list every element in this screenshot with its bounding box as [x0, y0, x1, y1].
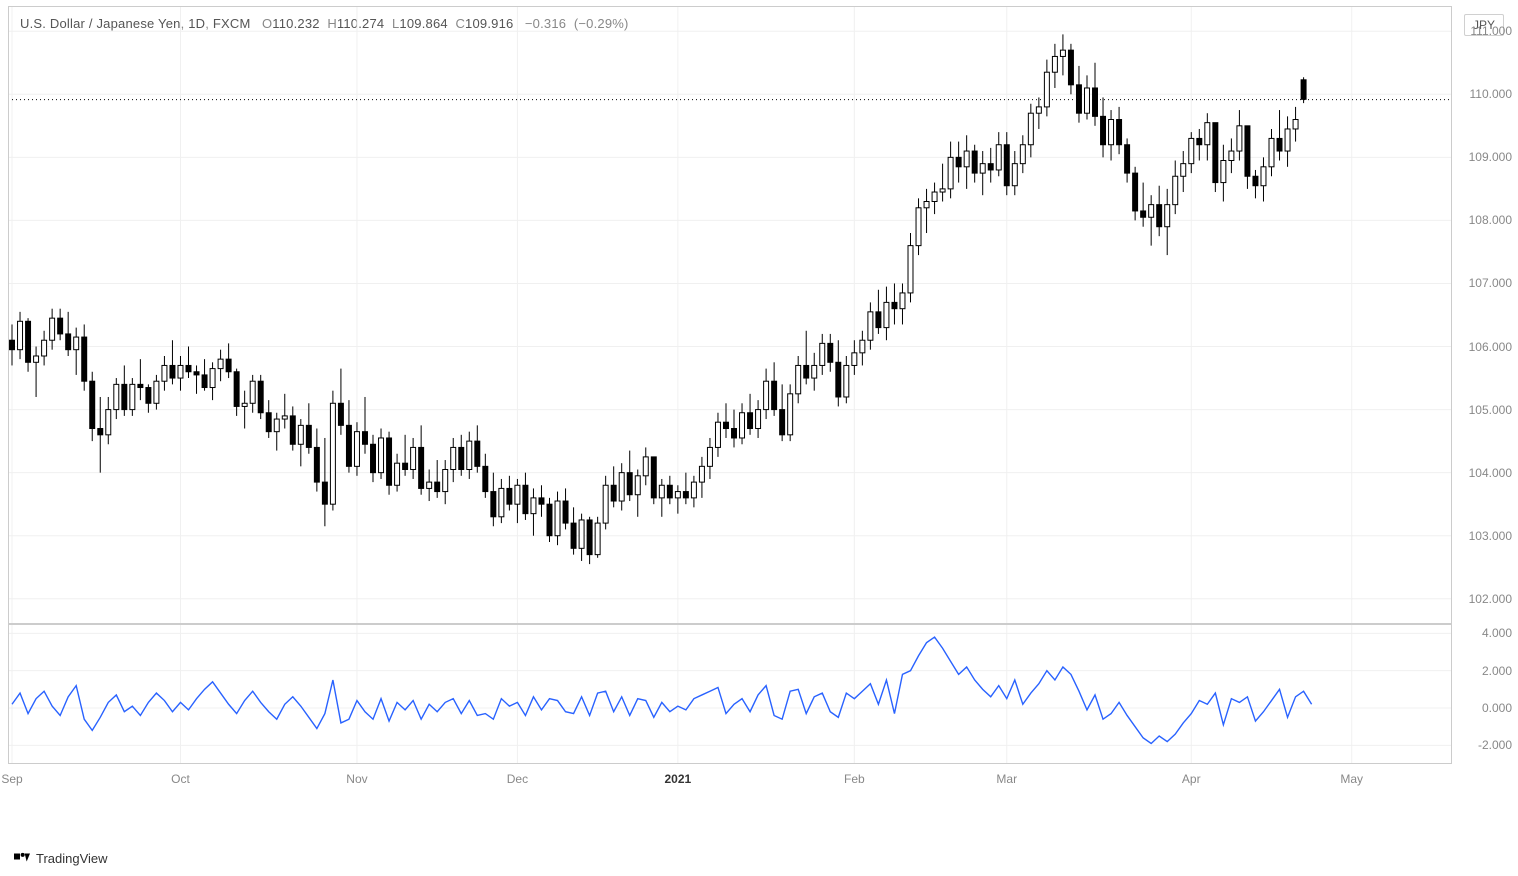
time-xaxis[interactable]: SepOctNovDec2021FebMarAprMay — [8, 764, 1452, 794]
ytick-label: 2.000 — [1482, 664, 1512, 678]
xtick-label: Mar — [996, 772, 1017, 786]
indicator-yaxis[interactable]: -2.000 0.000 2.000 4.000 — [1452, 624, 1512, 764]
ytick-label: 4.000 — [1482, 626, 1512, 640]
xtick-label: Dec — [507, 772, 528, 786]
ytick-label: 0.000 — [1482, 701, 1512, 715]
ytick-label: 104.000 — [1469, 466, 1512, 480]
indicator-chart[interactable] — [8, 624, 1452, 764]
xtick-label: Nov — [346, 772, 367, 786]
xtick-label: Oct — [171, 772, 190, 786]
xtick-label: May — [1340, 772, 1363, 786]
attribution-text: TradingView — [36, 851, 108, 866]
ytick-label: 102.000 — [1469, 592, 1512, 606]
xtick-label: Feb — [844, 772, 865, 786]
ytick-label: 106.000 — [1469, 340, 1512, 354]
ytick-label: 108.000 — [1469, 213, 1512, 227]
chart-container: U.S. Dollar / Japanese Yen, 1D, FXCM O11… — [0, 0, 1518, 876]
ytick-label: -2.000 — [1478, 738, 1512, 752]
ytick-label: 109.000 — [1469, 150, 1512, 164]
ytick-label: 103.000 — [1469, 529, 1512, 543]
xtick-label: Sep — [1, 772, 22, 786]
xtick-label: Apr — [1182, 772, 1201, 786]
xtick-label: 2021 — [664, 772, 691, 786]
attribution[interactable]: TradingView — [14, 851, 108, 866]
tradingview-logo-icon — [14, 851, 30, 866]
ytick-label: 105.000 — [1469, 403, 1512, 417]
ytick-label: 111.000 — [1470, 24, 1512, 38]
price-chart[interactable] — [8, 6, 1452, 624]
ytick-label: 110.000 — [1470, 87, 1513, 101]
price-yaxis[interactable]: 102.000 103.000 104.000 105.000 106.000 107.0… — [1452, 6, 1512, 624]
ytick-label: 107.000 — [1469, 276, 1512, 290]
